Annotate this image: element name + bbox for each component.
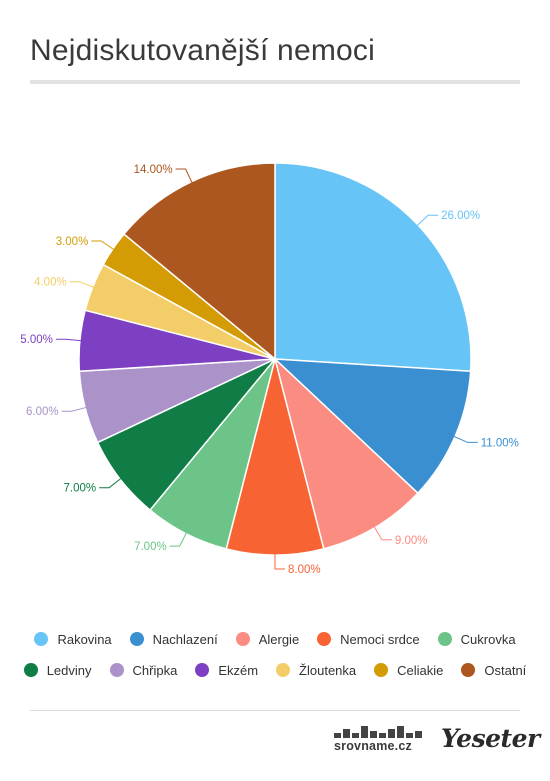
legend-swatch <box>437 632 452 646</box>
legend-label: Cukrovka <box>460 631 516 647</box>
leader-line-chripka <box>61 406 88 412</box>
chart-title: Nejdiskutovanější nemoci <box>30 34 375 67</box>
leader-line-alergie <box>373 525 392 541</box>
data-label-nemoci-srdce: 8.00% <box>288 564 321 576</box>
legend-swatch <box>461 663 476 677</box>
legend-row: Ledviny Chřipka Ekzém Žloutenka Celiakie Osta… <box>23 659 526 681</box>
chart-legend: Rakovina Nachlazení Alergie Nemoci srdce Cuk… <box>23 628 526 690</box>
srovname-logo: srovname.cz <box>334 726 426 756</box>
legend-swatch <box>195 663 210 677</box>
legend-swatch <box>235 632 250 646</box>
legend-label: Rakovina <box>57 631 112 647</box>
legend-item-rakovina: Rakovina <box>34 631 112 647</box>
footer-divider <box>30 710 520 711</box>
leader-line-ostatni <box>175 168 193 184</box>
legend-label: Ostatní <box>484 662 527 678</box>
legend-swatch <box>374 663 389 677</box>
legend-item-celiakie: Celiakie <box>374 663 443 678</box>
data-label-ekzem: 5.00% <box>20 334 53 346</box>
leader-line-cukrovka <box>169 531 188 547</box>
data-label-ledviny: 7.00% <box>63 483 96 495</box>
legend-label: Chřipka <box>132 662 178 678</box>
legend-label: Nachlazení <box>152 631 218 647</box>
srovname-logo-bars <box>334 726 426 738</box>
legend-label: Ekzém <box>218 662 259 678</box>
legend-swatch <box>109 663 124 677</box>
data-label-chripka: 6.00% <box>26 406 59 418</box>
leader-line-zloutenka <box>69 281 95 289</box>
leader-line-ekzem <box>55 338 82 342</box>
legend-item-cukrovka: Cukrovka <box>437 631 516 647</box>
legend-label: Ledviny <box>46 662 92 678</box>
legend-label: Celiakie <box>397 662 444 678</box>
data-label-ostatni: 14.00% <box>134 164 173 176</box>
pie-chart: 26.00% 11.00% 9.00% 8.00% 7.00% 7.00% 6.00% 5.0… <box>20 162 519 576</box>
legend-swatch <box>23 663 38 677</box>
legend-label: Žloutenka <box>299 662 357 678</box>
data-label-celiakie: 3.00% <box>56 236 89 248</box>
legend-swatch <box>276 663 291 677</box>
legend-swatch <box>34 632 49 646</box>
data-label-cukrovka: 7.00% <box>134 541 167 553</box>
legend-row: Rakovina Nachlazení Alergie Nemoci srdce Cuk… <box>30 628 520 650</box>
srovname-logo-text: srovname.cz <box>334 739 412 753</box>
leader-line-nachlazeni <box>452 435 478 443</box>
yeseter-logo: Yeseter <box>441 724 540 753</box>
legend-item-nemoci-srdce: Nemoci srdce <box>317 631 420 647</box>
legend-item-zloutenka: Žloutenka <box>276 663 356 678</box>
legend-label: Alergie <box>258 631 300 647</box>
legend-item-chripka: Chřipka <box>109 662 178 678</box>
data-label-alergie: 9.00% <box>395 535 428 547</box>
legend-item-ostatni: Ostatní <box>461 663 526 678</box>
title-divider <box>30 80 520 84</box>
legend-swatch <box>317 632 332 646</box>
legend-item-alergie: Alergie <box>235 631 300 647</box>
legend-label: Nemoci srdce <box>340 631 420 647</box>
leader-line-ledviny <box>99 477 123 489</box>
data-label-nachlazeni: 11.00% <box>481 437 519 449</box>
leader-line-rakovina <box>416 214 439 227</box>
legend-item-ekzem: Ekzém <box>195 663 258 678</box>
data-label-zloutenka: 4.00% <box>34 277 67 289</box>
leader-line-celiakie <box>91 240 115 251</box>
leader-line-nemoci-srdce <box>274 553 285 570</box>
pie-slice-rakovina <box>274 162 472 373</box>
legend-swatch <box>129 632 144 646</box>
legend-item-nachlazeni: Nachlazení <box>129 631 218 647</box>
data-label-rakovina: 26.00% <box>441 210 480 222</box>
legend-item-ledviny: Ledviny <box>23 662 92 678</box>
